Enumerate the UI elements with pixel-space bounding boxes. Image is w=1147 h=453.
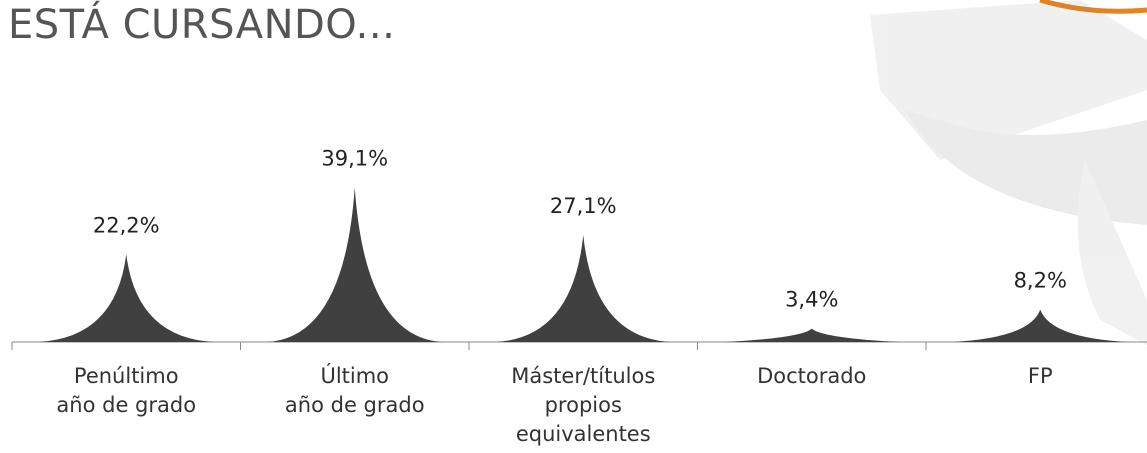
category-label: Penúltimo año de grado [56,364,197,417]
category-label: Doctorado [757,364,867,388]
cap-decoration [870,0,1147,345]
value-label: 39,1% [321,147,388,171]
category-label: Último año de grado [284,364,425,417]
value-label: 27,1% [550,194,617,218]
category-label: FP [1027,364,1053,388]
peak [723,328,900,342]
decoration-arc [1039,0,1147,14]
chart-title: ESTÁ CURSANDO... [8,2,396,48]
peak [495,234,672,342]
value-label: 8,2% [1014,269,1067,293]
peak [952,309,1129,342]
category-label: Máster/títulos propios equivalentes [511,364,656,446]
peak [266,187,443,342]
value-label: 22,2% [93,213,160,237]
value-label: 3,4% [785,288,838,312]
peak [38,254,215,342]
